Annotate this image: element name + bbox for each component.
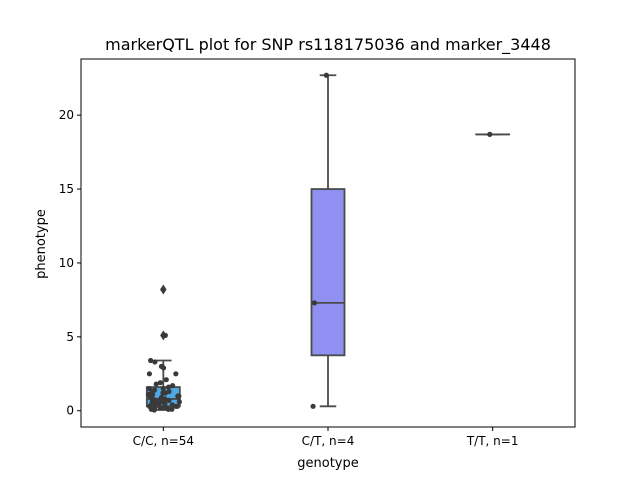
x-tick-label: C/T, n=4 — [302, 434, 355, 448]
y-tick-label: 0 — [66, 404, 74, 418]
data-point — [163, 377, 169, 383]
data-point — [160, 385, 166, 392]
data-point — [162, 332, 168, 338]
x-tick-label: C/C, n=54 — [133, 434, 194, 448]
y-axis-label: phenotype — [34, 209, 49, 279]
data-point — [487, 131, 493, 137]
data-point — [157, 405, 163, 411]
data-point — [323, 72, 329, 78]
chart-title: markerQTL plot for SNP rs118175036 and m… — [105, 35, 551, 55]
data-point — [152, 359, 158, 365]
y-tick-label: 10 — [59, 256, 74, 270]
y-tick-label: 20 — [59, 108, 74, 122]
data-point — [175, 394, 181, 401]
data-point — [166, 397, 172, 403]
data-point — [310, 403, 316, 409]
data-point — [173, 371, 179, 377]
data-point — [160, 390, 166, 396]
y-tick-label: 15 — [59, 182, 74, 196]
data-point — [151, 407, 157, 413]
data-point — [157, 380, 163, 386]
box — [310, 188, 346, 357]
x-axis-label: genotype — [297, 456, 358, 471]
data-point — [173, 403, 179, 409]
data-point — [160, 286, 166, 293]
data-point — [162, 400, 168, 406]
data-point — [176, 399, 182, 405]
data-point — [162, 396, 168, 402]
data-point — [160, 365, 167, 371]
data-point — [153, 381, 159, 387]
plot-area: 0 5 10 15 20 C/C, n=54 C/T, n=4 T/T, n=1 — [59, 58, 576, 448]
data-point — [165, 384, 172, 390]
data-point — [170, 383, 176, 389]
data-point — [165, 406, 171, 412]
data-point — [311, 300, 318, 306]
data-point — [146, 371, 153, 377]
x-tick-label: T/T, n=1 — [466, 434, 519, 448]
y-tick-label: 5 — [66, 330, 74, 344]
data-point — [148, 357, 154, 364]
